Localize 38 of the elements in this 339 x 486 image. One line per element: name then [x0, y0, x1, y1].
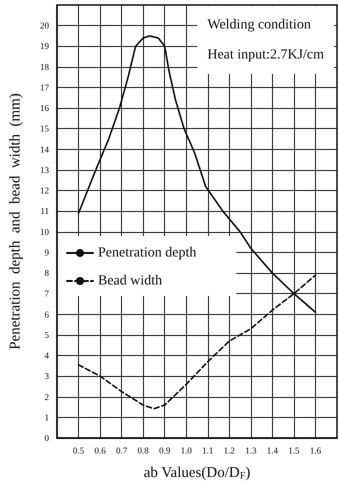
y-tick-label: 13 [40, 164, 50, 175]
y-tick-label: 3 [44, 371, 50, 382]
y-tick-label: 7 [44, 288, 50, 299]
y-tick-label: 16 [40, 103, 50, 114]
y-tick-label: 10 [40, 226, 50, 237]
x-tick-label: 1.6 [310, 446, 322, 456]
annotation: Welding condition [207, 18, 311, 32]
x-tick-label: 0.7 [116, 446, 128, 456]
y-tick-label: 20 [40, 20, 50, 31]
y-tick-label: 11 [40, 206, 49, 216]
annotation: Heat input:2.7KJ/cm [207, 48, 324, 62]
y-tick-label: 1 [44, 412, 49, 422]
y-tick-label: 9 [44, 247, 50, 258]
y-tick-label: 12 [40, 186, 49, 196]
y-tick-label: 15 [40, 124, 50, 134]
y-tick-label: 4 [44, 350, 50, 361]
x-tick-label: 1.1 [202, 446, 214, 456]
x-tick-label: 0.6 [94, 446, 106, 456]
y-tick-label: 18 [40, 62, 50, 72]
y-tick-label: 17 [40, 82, 50, 92]
x-tick-label: 1.5 [288, 446, 300, 456]
x-tick-label: 0.5 [72, 446, 85, 456]
y-axis-title: Penetration depth and bead width (mm) [8, 93, 24, 350]
y-tick-label: 0 [44, 433, 50, 443]
x-tick-label: 0.9 [159, 446, 171, 456]
x-tick-label: 1.2 [224, 446, 235, 456]
legend-label: Penetration depth [98, 246, 196, 260]
y-tick-label: 6 [44, 309, 50, 320]
x-tick-label: 1.3 [245, 446, 257, 456]
y-tick-label: 8 [44, 268, 50, 278]
x-tick-label: 1.4 [266, 446, 279, 456]
x-tick-label: 1.0 [180, 446, 192, 456]
y-tick-label: 19 [40, 41, 50, 52]
y-tick-label: 5 [44, 330, 50, 340]
y-tick-label: 2 [44, 392, 49, 402]
y-tick-label: 14 [40, 144, 50, 154]
legend-label: Bead width [98, 274, 162, 288]
x-tick-label: 0.8 [138, 446, 150, 456]
